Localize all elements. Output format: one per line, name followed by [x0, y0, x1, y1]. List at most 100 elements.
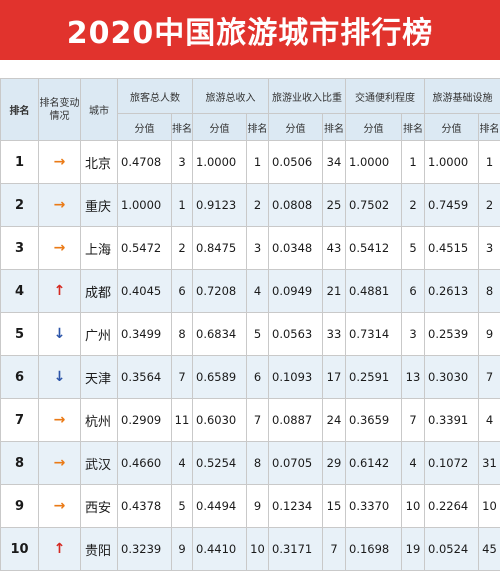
- metric-rank-cell: 5: [172, 485, 193, 528]
- score-cell: 0.3391: [425, 399, 479, 442]
- score-cell: 0.7314: [346, 313, 402, 356]
- rank-cell: 1: [1, 141, 39, 184]
- score-cell: 0.3239: [118, 528, 172, 571]
- rank-cell: 2: [1, 184, 39, 227]
- score-cell: 1.0000: [193, 141, 247, 184]
- rank-change-same-arrow-icon: →: [39, 442, 81, 485]
- score-cell: 0.0808: [269, 184, 323, 227]
- score-cell: 0.0563: [269, 313, 323, 356]
- score-cell: 0.0949: [269, 270, 323, 313]
- metric-rank-cell: 8: [247, 442, 269, 485]
- metric-rank-cell: 4: [479, 399, 500, 442]
- subheader-score: 分值: [425, 114, 479, 141]
- metric-rank-cell: 2: [172, 227, 193, 270]
- score-cell: 0.4881: [346, 270, 402, 313]
- city-cell: 北京: [81, 141, 118, 184]
- rank-change-same-arrow-icon: →: [39, 227, 81, 270]
- subheader-rank: 排名: [402, 114, 425, 141]
- metric-rank-cell: 9: [479, 313, 500, 356]
- subheader-score: 分值: [346, 114, 402, 141]
- city-cell: 天津: [81, 356, 118, 399]
- header-group-visitors: 旅客总人数: [118, 79, 193, 114]
- rank-cell: 8: [1, 442, 39, 485]
- city-cell: 上海: [81, 227, 118, 270]
- rank-cell: 9: [1, 485, 39, 528]
- score-cell: 0.4515: [425, 227, 479, 270]
- metric-rank-cell: 8: [479, 270, 500, 313]
- rank-change-down-arrow-icon: ↓: [39, 313, 81, 356]
- subheader-rank: 排名: [247, 114, 269, 141]
- metric-rank-cell: 2: [479, 184, 500, 227]
- header-rank: 排名: [1, 79, 39, 141]
- score-cell: 0.6142: [346, 442, 402, 485]
- metric-rank-cell: 9: [172, 528, 193, 571]
- metric-rank-cell: 7: [247, 399, 269, 442]
- header-group-transport: 交通便利程度: [346, 79, 425, 114]
- metric-rank-cell: 1: [247, 141, 269, 184]
- score-cell: 0.3171: [269, 528, 323, 571]
- city-cell: 重庆: [81, 184, 118, 227]
- metric-rank-cell: 10: [247, 528, 269, 571]
- header-group-revenue-share: 旅游业收入比重: [269, 79, 346, 114]
- metric-rank-cell: 34: [323, 141, 346, 184]
- metric-rank-cell: 25: [323, 184, 346, 227]
- score-cell: 0.0348: [269, 227, 323, 270]
- score-cell: 0.2539: [425, 313, 479, 356]
- city-cell: 成都: [81, 270, 118, 313]
- rank-change-down-arrow-icon: ↓: [39, 356, 81, 399]
- city-cell: 西安: [81, 485, 118, 528]
- city-cell: 贵阳: [81, 528, 118, 571]
- header-city: 城市: [81, 79, 118, 141]
- score-cell: 1.0000: [425, 141, 479, 184]
- score-cell: 0.2264: [425, 485, 479, 528]
- metric-rank-cell: 4: [172, 442, 193, 485]
- metric-rank-cell: 1: [172, 184, 193, 227]
- metric-rank-cell: 10: [479, 485, 500, 528]
- header-rank-change: 排名变动情况: [39, 79, 81, 141]
- score-cell: 0.6030: [193, 399, 247, 442]
- rank-change-same-arrow-icon: →: [39, 141, 81, 184]
- metric-rank-cell: 7: [323, 528, 346, 571]
- score-cell: 0.1698: [346, 528, 402, 571]
- score-cell: 0.1234: [269, 485, 323, 528]
- rank-change-up-arrow-icon: ↑: [39, 270, 81, 313]
- metric-rank-cell: 29: [323, 442, 346, 485]
- metric-rank-cell: 2: [402, 184, 425, 227]
- score-cell: 0.2909: [118, 399, 172, 442]
- metric-rank-cell: 6: [402, 270, 425, 313]
- score-cell: 0.4494: [193, 485, 247, 528]
- score-cell: 0.3499: [118, 313, 172, 356]
- score-cell: 0.1072: [425, 442, 479, 485]
- score-cell: 0.2591: [346, 356, 402, 399]
- header-group-infrastructure: 旅游基础设施: [425, 79, 500, 114]
- score-cell: 0.3659: [346, 399, 402, 442]
- rank-change-same-arrow-icon: →: [39, 485, 81, 528]
- metric-rank-cell: 7: [479, 356, 500, 399]
- metric-rank-cell: 21: [323, 270, 346, 313]
- rank-cell: 7: [1, 399, 39, 442]
- metric-rank-cell: 45: [479, 528, 500, 571]
- metric-rank-cell: 13: [402, 356, 425, 399]
- metric-rank-cell: 1: [479, 141, 500, 184]
- metric-rank-cell: 17: [323, 356, 346, 399]
- city-cell: 武汉: [81, 442, 118, 485]
- metric-rank-cell: 5: [402, 227, 425, 270]
- rank-cell: 10: [1, 528, 39, 571]
- rank-change-same-arrow-icon: →: [39, 399, 81, 442]
- metric-rank-cell: 9: [247, 485, 269, 528]
- score-cell: 0.4410: [193, 528, 247, 571]
- score-cell: 1.0000: [118, 184, 172, 227]
- metric-rank-cell: 1: [402, 141, 425, 184]
- metric-rank-cell: 31: [479, 442, 500, 485]
- metric-rank-cell: 33: [323, 313, 346, 356]
- page-title: 2020中国旅游城市排行榜: [0, 0, 500, 60]
- score-cell: 0.7459: [425, 184, 479, 227]
